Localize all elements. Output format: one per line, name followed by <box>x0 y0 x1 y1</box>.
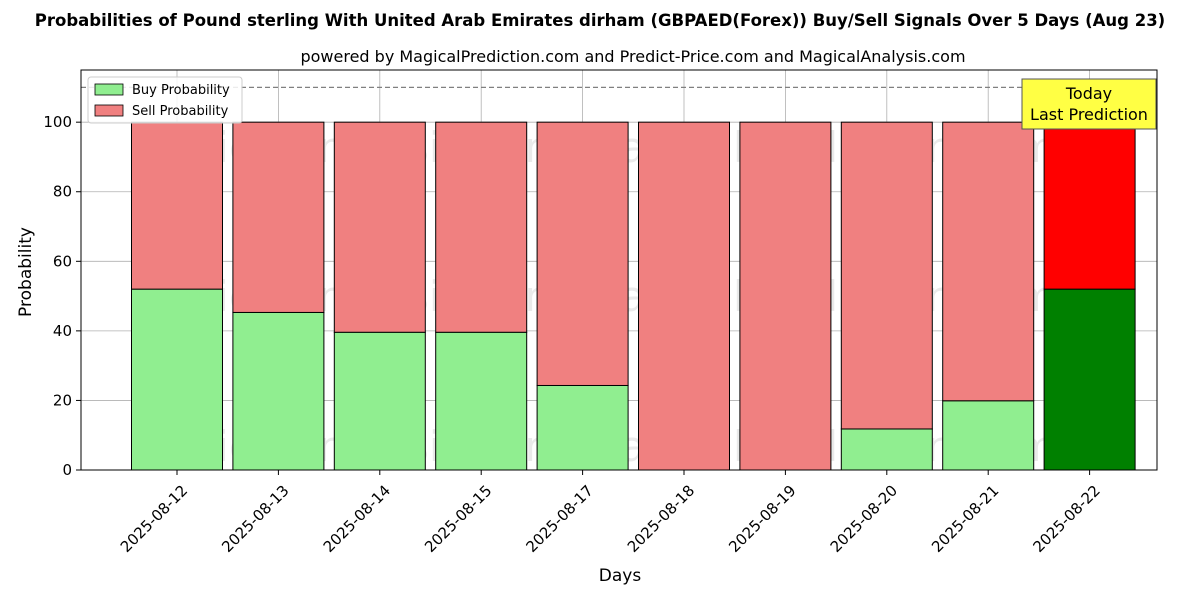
x-tick-label: 2025-08-12 <box>117 482 191 556</box>
y-tick-label: 0 <box>62 461 72 479</box>
x-tick-label: 2025-08-15 <box>421 482 495 556</box>
x-axis-ticks: 2025-08-12 2025-08-13 2025-08-14 2025-08-15… <box>117 470 1104 556</box>
bar-sell-2025-08-18 <box>638 121 730 471</box>
today-annotation: Today Last Prediction <box>1021 78 1157 130</box>
legend-box <box>87 76 243 124</box>
bar-sell-2025-08-15 <box>435 121 528 333</box>
x-tick-label: 2025-08-14 <box>320 482 394 556</box>
legend-swatch-sell <box>94 104 124 117</box>
x-tick-label: 2025-08-17 <box>522 482 596 556</box>
bar-buy-2025-08-12 <box>131 288 223 471</box>
bars-layer <box>131 121 1136 471</box>
y-tick-label: 40 <box>53 322 72 340</box>
x-tick-label: 2025-08-21 <box>928 482 1002 556</box>
x-tick-label: 2025-08-13 <box>218 482 292 556</box>
bar-sell-2025-08-22 <box>1043 121 1136 290</box>
bar-sell-2025-08-14 <box>333 121 426 333</box>
bar-sell-2025-08-20 <box>840 121 933 430</box>
y-tick-label: 20 <box>53 391 72 409</box>
annotation-line-today: Today <box>1065 84 1112 103</box>
y-axis-label: Probability <box>16 227 36 317</box>
bar-sell-2025-08-19 <box>739 121 832 471</box>
bar-buy-2025-08-17 <box>536 384 629 471</box>
x-axis-label: Days <box>599 566 642 586</box>
x-tick-label: 2025-08-18 <box>624 482 698 556</box>
chart-subtitle: powered by MagicalPrediction.com and Pre… <box>300 47 965 66</box>
bar-buy-2025-08-15 <box>435 331 528 471</box>
annotation-line-last-prediction: Last Prediction <box>1030 105 1148 124</box>
bar-buy-2025-08-22 <box>1043 288 1136 471</box>
legend-swatch-buy <box>94 83 124 96</box>
bar-sell-2025-08-21 <box>942 121 1035 402</box>
x-tick-label: 2025-08-22 <box>1029 482 1103 556</box>
bar-sell-2025-08-12 <box>131 121 223 290</box>
legend-label-sell: Sell Probability <box>132 104 229 119</box>
bar-buy-2025-08-21 <box>942 400 1035 471</box>
bar-sell-2025-08-17 <box>536 121 629 386</box>
x-tick-label: 2025-08-20 <box>827 482 901 556</box>
legend-label-buy: Buy Probability <box>132 83 230 98</box>
annotation-box <box>1021 78 1157 130</box>
bar-buy-2025-08-13 <box>232 311 325 471</box>
y-tick-label: 80 <box>53 183 72 201</box>
y-tick-label: 100 <box>43 113 72 131</box>
bar-buy-2025-08-14 <box>333 331 426 471</box>
y-axis-ticks: 0 20 40 60 80 100 <box>43 113 81 479</box>
plot-frame <box>80 69 1158 471</box>
bar-sell-2025-08-13 <box>232 121 325 313</box>
chart-title: Probabilities of Pound sterling With Uni… <box>35 11 1165 30</box>
legend: Buy Probability Sell Probability <box>87 76 243 124</box>
bar-buy-2025-08-20 <box>840 428 933 471</box>
y-tick-label: 60 <box>53 252 72 270</box>
x-tick-label: 2025-08-19 <box>725 482 799 556</box>
